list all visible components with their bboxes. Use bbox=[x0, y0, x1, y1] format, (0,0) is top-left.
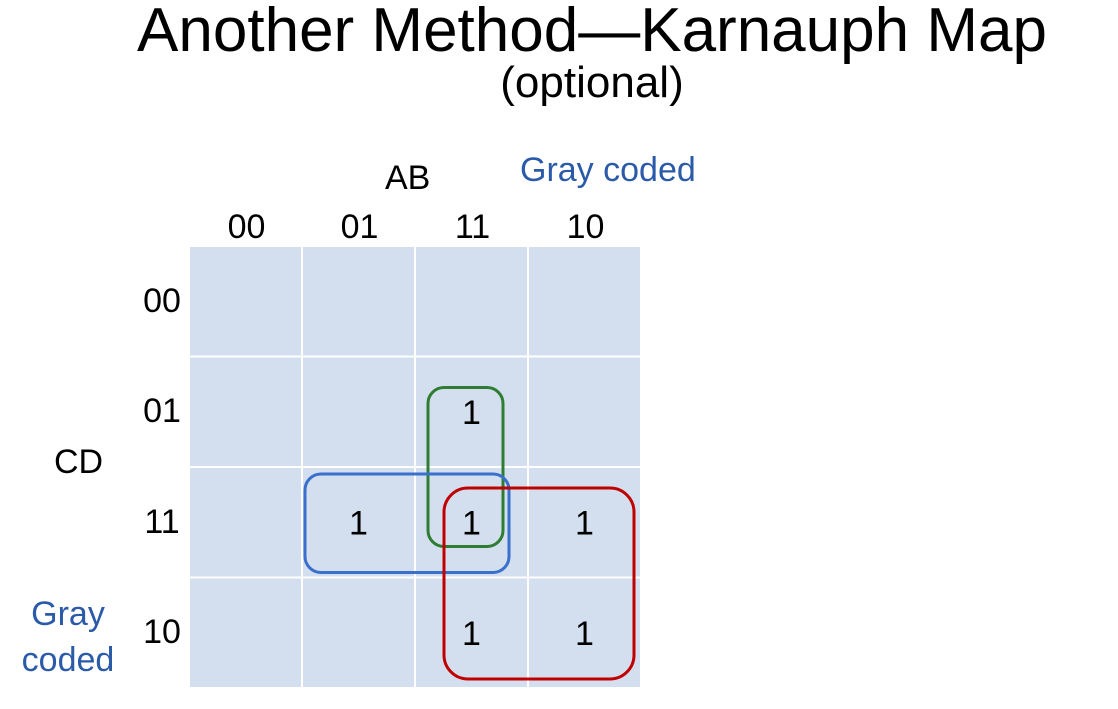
kmap-cell bbox=[416, 247, 527, 356]
kmap-cell bbox=[529, 357, 640, 466]
row-gray-coded-note: Gray coded bbox=[8, 591, 128, 683]
row-header: 01 bbox=[143, 392, 181, 430]
slide-subtitle: (optional) bbox=[500, 58, 684, 107]
kmap-group-outline bbox=[426, 386, 505, 548]
kmap-cell bbox=[303, 468, 414, 577]
row-gray-coded-note-line1: Gray bbox=[31, 595, 105, 633]
row-header: 00 bbox=[143, 282, 181, 320]
kmap-cell bbox=[190, 247, 301, 356]
slide-title: Another Method—Karnauph Map bbox=[137, 0, 1047, 65]
column-header: 01 bbox=[340, 208, 379, 246]
kmap-cell-value: 1 bbox=[349, 504, 368, 542]
row-variables-label: CD bbox=[54, 443, 104, 481]
kmap-cell-value: 1 bbox=[462, 504, 481, 542]
column-gray-coded-note: Gray coded bbox=[520, 151, 696, 189]
kmap-cell-value: 1 bbox=[575, 615, 594, 653]
column-header: 11 bbox=[454, 208, 491, 246]
kmap-cell bbox=[416, 578, 527, 687]
kmap-cell bbox=[529, 468, 640, 577]
kmap-cell bbox=[529, 578, 640, 687]
column-header: 00 bbox=[227, 208, 266, 246]
kmap-cell bbox=[190, 357, 301, 466]
row-header: 10 bbox=[143, 613, 181, 651]
column-variables-label: AB bbox=[385, 159, 431, 197]
kmap-cell bbox=[190, 468, 301, 577]
kmap-group-outline bbox=[442, 486, 636, 681]
kmap-cell bbox=[303, 578, 414, 687]
kmap-cell-value: 1 bbox=[575, 504, 594, 542]
kmap-cell bbox=[303, 357, 414, 466]
kmap-group-outline bbox=[303, 472, 511, 574]
column-header: 10 bbox=[566, 208, 605, 246]
kmap-cell bbox=[529, 247, 640, 356]
kmap-cell-value: 1 bbox=[462, 615, 481, 653]
kmap-cell bbox=[416, 357, 527, 466]
kmap-cell bbox=[303, 247, 414, 356]
kmap-cell bbox=[190, 578, 301, 687]
row-gray-coded-note-line2: coded bbox=[21, 641, 115, 679]
row-header: 11 bbox=[144, 503, 180, 541]
kmap-cell-value: 1 bbox=[462, 394, 481, 432]
